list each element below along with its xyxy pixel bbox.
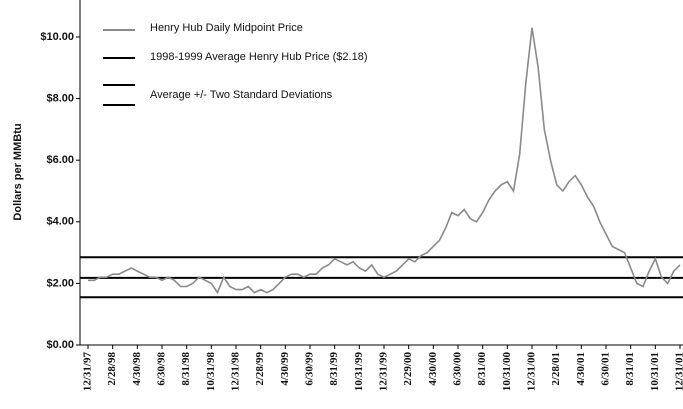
x-tick-label: 10/31/00 bbox=[501, 352, 513, 392]
x-tick-label: 4/30/99 bbox=[279, 352, 291, 386]
x-tick-label: 4/30/01 bbox=[575, 352, 587, 386]
x-tick-label: 8/31/98 bbox=[180, 352, 192, 386]
x-tick-label: 6/30/98 bbox=[156, 352, 168, 386]
x-tick-label: 12/31/01 bbox=[674, 352, 683, 391]
x-tick-label: 10/31/99 bbox=[353, 352, 365, 392]
x-tick-label: 6/30/00 bbox=[452, 352, 464, 386]
price-line bbox=[88, 27, 681, 295]
y-tick-label: $6.00 bbox=[46, 154, 74, 166]
x-tick-label: 8/31/00 bbox=[476, 352, 488, 386]
x-tick-label: 6/30/99 bbox=[304, 352, 316, 386]
y-tick-label: $8.00 bbox=[46, 92, 74, 104]
y-tick-label: $4.00 bbox=[46, 216, 74, 228]
x-tick-label: 12/31/97 bbox=[82, 352, 94, 392]
y-tick-label: $0.00 bbox=[46, 339, 74, 351]
x-tick-label: 2/28/99 bbox=[254, 352, 266, 386]
x-tick-label: 12/31/98 bbox=[230, 352, 242, 392]
y-tick-label: $2.00 bbox=[46, 277, 74, 289]
x-tick-label: 10/31/01 bbox=[649, 352, 661, 391]
x-tick-label: 2/29/00 bbox=[402, 352, 414, 386]
y-tick-label: $10.00 bbox=[40, 31, 74, 43]
legend-label: 1998-1999 Average Henry Hub Price ($2.18… bbox=[150, 51, 368, 63]
x-tick-label: 2/28/98 bbox=[106, 352, 118, 386]
x-tick-label: 12/31/99 bbox=[378, 352, 390, 392]
x-tick-label: 4/30/00 bbox=[427, 352, 439, 386]
x-tick-label: 8/31/01 bbox=[624, 352, 636, 386]
x-tick-label: 12/31/00 bbox=[526, 352, 538, 392]
x-tick-label: 2/28/01 bbox=[550, 352, 562, 386]
legend-label: Henry Hub Daily Midpoint Price bbox=[150, 22, 303, 34]
y-axis-label: Dollars per MMBtu bbox=[12, 123, 24, 220]
legend-label: Average +/- Two Standard Deviations bbox=[150, 89, 333, 101]
x-tick-label: 8/31/99 bbox=[328, 352, 340, 386]
x-tick-label: 10/31/98 bbox=[205, 352, 217, 392]
x-tick-label: 6/30/01 bbox=[600, 352, 612, 386]
x-tick-label: 4/30/98 bbox=[131, 352, 143, 386]
